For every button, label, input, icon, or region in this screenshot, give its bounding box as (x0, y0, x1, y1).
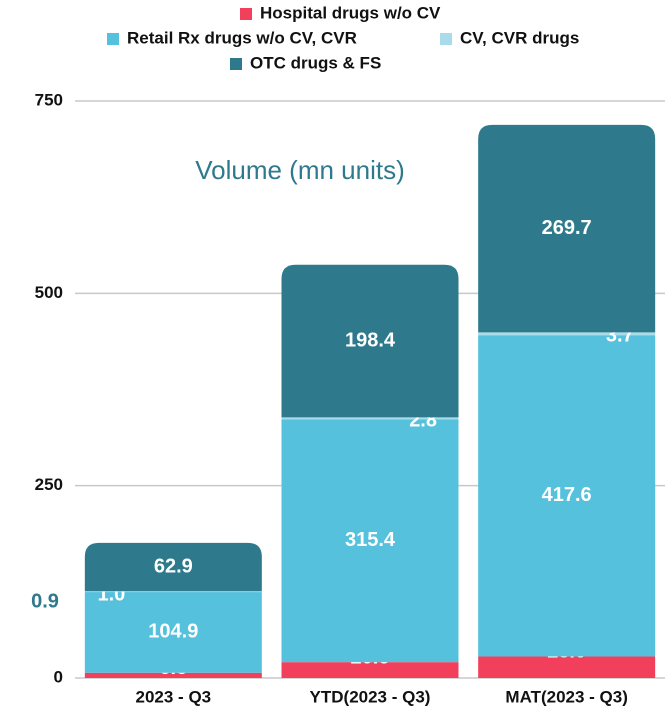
data-label: 315.4 (345, 529, 396, 551)
bar-segment (84, 592, 262, 673)
legend-label: Retail Rx drugs w/o CV, CVR (127, 28, 357, 47)
y-tick-label: 0 (54, 667, 63, 686)
annotation: 0.9 (31, 590, 59, 612)
legend-swatch (440, 33, 452, 45)
chart-title: Volume (mn units) (195, 155, 405, 185)
bar-segment (84, 542, 262, 592)
y-tick-label: 250 (35, 475, 63, 494)
x-tick-label: 2023 - Q3 (136, 687, 212, 706)
bar-segment (478, 335, 656, 657)
x-tick-label: YTD(2023 - Q3) (310, 687, 431, 706)
y-tick-label: 750 (35, 90, 63, 109)
legend-label: CV, CVR drugs (460, 28, 579, 47)
bar-segment (84, 591, 262, 593)
legend-label: Hospital drugs w/o CV (260, 3, 441, 22)
bar-segment (478, 124, 656, 333)
bar-segment (281, 419, 459, 663)
data-label: 104.9 (148, 621, 198, 643)
data-label: 269.7 (542, 217, 592, 239)
legend-swatch (107, 33, 119, 45)
data-label: 198.4 (345, 329, 396, 351)
legend-label: OTC drugs & FS (250, 53, 381, 72)
bar-segment (281, 662, 459, 678)
bar-segment (478, 656, 656, 678)
y-tick-label: 500 (35, 283, 63, 302)
legend-swatch (230, 58, 242, 70)
bar-segment (281, 417, 459, 420)
bar-segment (84, 672, 262, 678)
bar-segment (478, 332, 656, 336)
data-label: 417.6 (542, 484, 592, 506)
bar-segment (281, 264, 459, 418)
data-label: 62.9 (154, 555, 193, 577)
legend-swatch (240, 8, 252, 20)
x-tick-label: MAT(2023 - Q3) (505, 687, 628, 706)
